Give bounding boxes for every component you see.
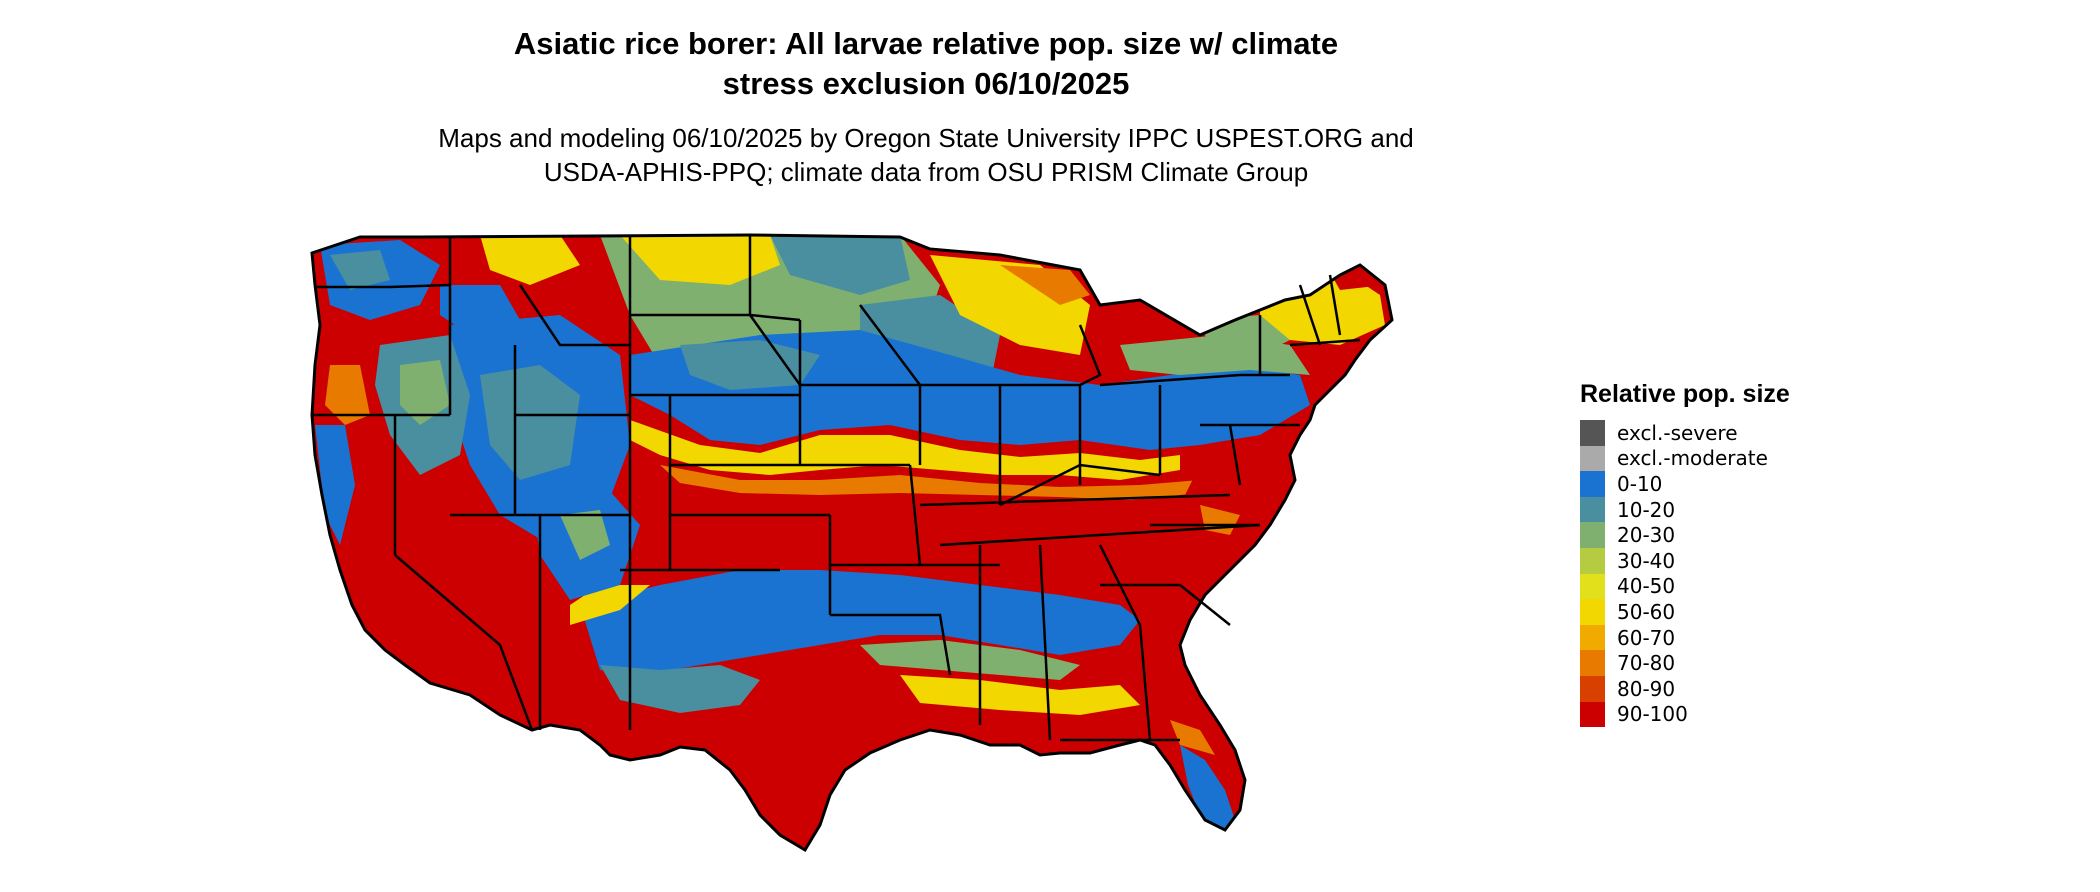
legend-item: 40-50 — [1580, 573, 1790, 600]
legend-item: excl.-moderate — [1580, 445, 1790, 472]
legend-swatch — [1580, 420, 1605, 446]
legend-item: excl.-severe — [1580, 420, 1790, 446]
legend-swatch — [1580, 599, 1605, 625]
map-title-line-1: Asiatic rice borer: All larvae relative … — [513, 26, 1339, 61]
legend-item: 70-80 — [1580, 650, 1790, 676]
legend-items: excl.-severe excl.-moderate 0-10 10-20 2… — [1580, 420, 1790, 728]
legend-label: 40-50 — [1617, 574, 1676, 599]
legend-item: 10-20 — [1580, 496, 1790, 523]
legend-item: 20-30 — [1580, 522, 1790, 548]
legend-swatch — [1580, 701, 1605, 728]
map-legend: Relative pop. size excl.-severe excl.-mo… — [1580, 380, 1790, 728]
legend-swatch — [1580, 471, 1605, 497]
legend-label: excl.-severe — [1617, 420, 1738, 445]
legend-label: 10-20 — [1617, 497, 1676, 522]
legend-label: 60-70 — [1617, 625, 1676, 650]
legend-label: 20-30 — [1617, 523, 1676, 548]
legend-label: 70-80 — [1617, 651, 1676, 676]
legend-swatch — [1580, 675, 1605, 702]
map-title-line-2: stress exclusion 06/10/2025 — [722, 66, 1130, 101]
legend-item: 80-90 — [1580, 675, 1790, 702]
legend-title: Relative pop. size — [1580, 380, 1790, 408]
legend-item: 60-70 — [1580, 624, 1790, 651]
legend-item: 0-10 — [1580, 471, 1790, 497]
legend-swatch — [1580, 573, 1605, 600]
map-subtitle-line-2: USDA-APHIS-PPQ; climate data from OSU PR… — [543, 157, 1309, 187]
legend-label: excl.-moderate — [1617, 446, 1768, 471]
legend-swatch — [1580, 650, 1605, 676]
legend-label: 90-100 — [1617, 702, 1688, 727]
legend-label: 30-40 — [1617, 548, 1676, 573]
legend-label: 50-60 — [1617, 599, 1676, 624]
legend-label: 80-90 — [1617, 676, 1676, 701]
map-subtitle: Maps and modeling 06/10/2025 by Oregon S… — [0, 121, 1852, 189]
legend-swatch — [1580, 547, 1605, 574]
legend-swatch — [1580, 496, 1605, 523]
legend-swatch — [1580, 445, 1605, 472]
legend-swatch — [1580, 522, 1605, 548]
legend-label: 0-10 — [1617, 471, 1663, 496]
legend-item: 50-60 — [1580, 599, 1790, 625]
legend-item: 30-40 — [1580, 547, 1790, 574]
legend-swatch — [1580, 624, 1605, 651]
map-subtitle-line-1: Maps and modeling 06/10/2025 by Oregon S… — [438, 123, 1414, 153]
legend-item: 90-100 — [1580, 701, 1790, 728]
map-title: Asiatic rice borer: All larvae relative … — [0, 24, 1852, 104]
us-risk-map — [310, 233, 1394, 852]
